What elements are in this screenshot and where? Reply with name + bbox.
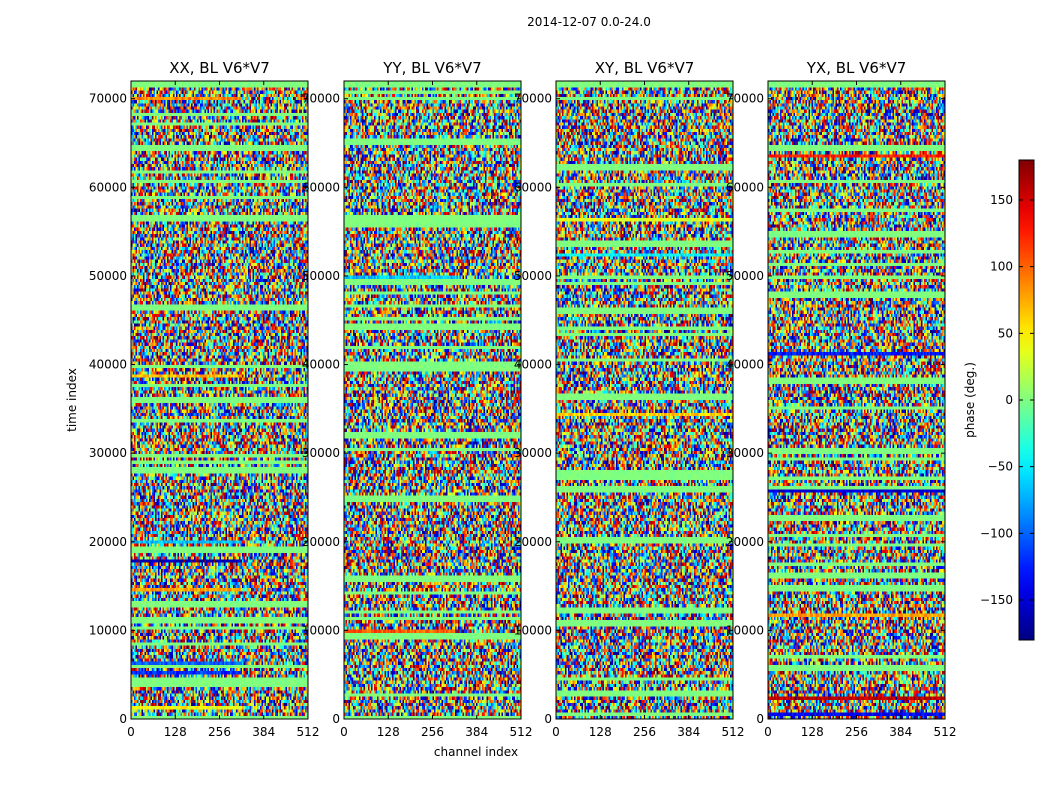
y-tick-label: 50000 — [302, 269, 340, 283]
y-tick-label: 60000 — [302, 180, 340, 194]
x-tick-label: 512 — [297, 725, 320, 739]
heatmap-image — [131, 81, 308, 719]
colorbar-tick-label: 150 — [990, 193, 1013, 207]
y-tick-label: 70000 — [726, 92, 764, 106]
x-axis-label: channel index — [434, 745, 518, 759]
y-axis-label: time index — [65, 368, 79, 432]
y-tick-label: 20000 — [726, 535, 764, 549]
y-tick-label: 10000 — [514, 623, 552, 637]
x-tick-label: 512 — [722, 725, 745, 739]
heatmap-image — [768, 81, 945, 719]
colorbar-label: phase (deg.) — [963, 362, 977, 438]
y-tick-label: 40000 — [726, 358, 764, 372]
y-tick-label: 60000 — [89, 180, 127, 194]
x-tick-label: 256 — [208, 725, 231, 739]
heatmap-panel-4: YX, BL V6*V7 0 128 256 384 512 0 10000 20000 3000… — [726, 59, 957, 739]
y-tick-label: 70000 — [514, 92, 552, 106]
y-tick-label: 50000 — [89, 269, 127, 283]
y-tick-label: 30000 — [302, 446, 340, 460]
heatmap-panels: XX, BL V6*V7 0 128 256 384 512 0 10000 20000 3000… — [89, 59, 957, 739]
y-tick-label: 30000 — [89, 446, 127, 460]
x-tick-label: 384 — [889, 725, 912, 739]
colorbar: −150 −100 −50 0 50 100 150 — [980, 159, 1035, 641]
x-tick-label: 128 — [589, 725, 612, 739]
colorbar-tick-label: 100 — [990, 260, 1013, 274]
x-tick-label: 0 — [764, 725, 772, 739]
x-tick-label: 128 — [377, 725, 400, 739]
panel-title: YY, BL V6*V7 — [382, 59, 481, 77]
y-tick-label: 0 — [119, 712, 127, 726]
y-tick-label: 0 — [332, 712, 340, 726]
panel-title: YX, BL V6*V7 — [806, 59, 907, 77]
panel-title: XY, BL V6*V7 — [595, 59, 695, 77]
heatmap-image — [556, 81, 733, 719]
x-tick-label: 256 — [845, 725, 868, 739]
x-tick-label: 0 — [340, 725, 348, 739]
y-tick-label: 0 — [544, 712, 552, 726]
colorbar-tick-label: −50 — [988, 460, 1013, 474]
y-tick-label: 20000 — [514, 535, 552, 549]
x-tick-label: 256 — [633, 725, 656, 739]
y-tick-label: 60000 — [726, 180, 764, 194]
y-tick-label: 40000 — [514, 358, 552, 372]
y-tick-label: 30000 — [726, 446, 764, 460]
heatmap-panel-3: XY, BL V6*V7 0 128 256 384 512 0 10000 20000 3000… — [514, 59, 745, 739]
x-tick-label: 0 — [127, 725, 135, 739]
y-tick-label: 0 — [756, 712, 764, 726]
x-tick-label: 384 — [252, 725, 275, 739]
y-tick-label: 50000 — [514, 269, 552, 283]
heatmap-image — [344, 81, 521, 719]
panel-title: XX, BL V6*V7 — [169, 59, 270, 77]
y-tick-label: 30000 — [514, 446, 552, 460]
figure-suptitle: 2014-12-07 0.0-24.0 — [527, 15, 651, 29]
y-tick-label: 70000 — [302, 92, 340, 106]
colorbar-tick-label: −100 — [980, 526, 1013, 540]
x-tick-label: 128 — [801, 725, 824, 739]
y-tick-label: 40000 — [302, 358, 340, 372]
heatmap-panel-2: YY, BL V6*V7 0 128 256 384 512 0 10000 20000 3000… — [302, 59, 533, 739]
x-tick-label: 256 — [421, 725, 444, 739]
y-tick-label: 70000 — [89, 92, 127, 106]
colorbar-tick-label: 0 — [1005, 393, 1013, 407]
colorbar-tick-label: 50 — [998, 326, 1013, 340]
colorbar-tick-label: −150 — [980, 593, 1013, 607]
x-tick-label: 384 — [677, 725, 700, 739]
heatmap-panel-1: XX, BL V6*V7 0 128 256 384 512 0 10000 20000 3000… — [89, 59, 320, 739]
y-tick-label: 10000 — [302, 623, 340, 637]
x-tick-label: 0 — [552, 725, 560, 739]
y-tick-label: 40000 — [89, 358, 127, 372]
x-tick-label: 128 — [164, 725, 187, 739]
y-tick-label: 10000 — [89, 623, 127, 637]
y-tick-label: 50000 — [726, 269, 764, 283]
x-tick-label: 512 — [510, 725, 533, 739]
y-tick-label: 20000 — [89, 535, 127, 549]
y-tick-label: 10000 — [726, 623, 764, 637]
x-tick-label: 384 — [465, 725, 488, 739]
x-tick-label: 512 — [934, 725, 957, 739]
y-tick-label: 60000 — [514, 180, 552, 194]
y-tick-label: 20000 — [302, 535, 340, 549]
